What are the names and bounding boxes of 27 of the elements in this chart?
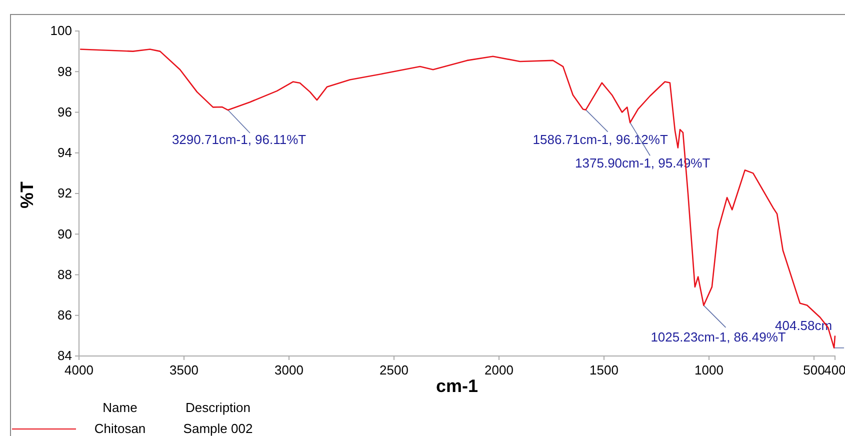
y-tick-label: 96 [58,104,72,120]
legend-label: Chitosan [94,421,146,436]
x-tick-label: 2500 [380,362,408,378]
text: Description [185,400,251,415]
y-tick-label: 84 [58,348,72,364]
x-tick-label: 2000 [484,362,514,378]
y-tick-label: 90 [58,226,72,242]
x-tick-label: 500 [803,362,825,378]
x-tick-label: 3000 [274,362,304,378]
x-tick-label: 1000 [694,362,724,378]
text: Sample 002 [183,421,253,436]
y-tick-label: 86 [58,308,72,323]
legend-title: Name [102,400,138,415]
line-series [79,48,836,349]
y-tick-label: 92 [58,186,72,201]
x-tick-label: 3500 [170,362,198,378]
y-tick-label: 100 [50,23,72,38]
y-tick-label: 94 [58,145,72,160]
x-tick-label: 1500 [590,362,618,378]
annotation: 1025.23cm-1, 86.49%T [650,329,786,344]
x-tick-label: 400 [824,362,845,378]
annotation: 3290.71cm-1, 96.11%T [172,132,306,148]
x-tick-label: 4000 [64,362,94,378]
y-tick-label: 88 [58,266,72,282]
y-axis-title: %T [17,181,37,208]
y-tick-label: 98 [58,64,72,79]
x-axis-title: cm-1 [436,376,478,396]
